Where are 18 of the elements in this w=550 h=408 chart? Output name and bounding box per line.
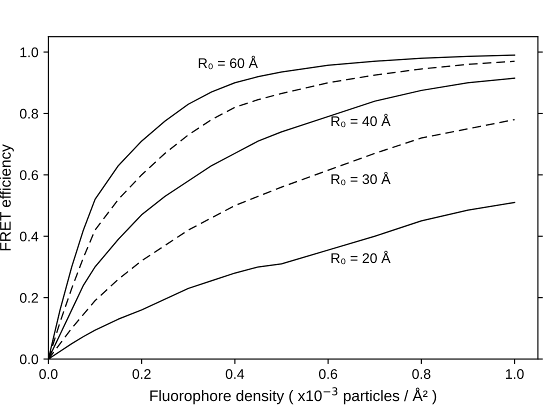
- y-tick-label: 0.6: [20, 170, 38, 180]
- x-tick-label: 1.0: [506, 369, 524, 379]
- x-tick-label: 0.6: [319, 369, 338, 379]
- annotation: R₀ = 20 Å: [331, 250, 391, 264]
- annotation: R₀ = 60 Å: [198, 56, 258, 70]
- y-tick-label: 0.2: [20, 292, 38, 303]
- annotation: R₀ = 40 Å: [331, 114, 391, 128]
- y-tick-label: 0.0: [20, 354, 38, 364]
- y-tick-label: 0.4: [20, 232, 38, 242]
- x-tick-label: 0.4: [226, 369, 244, 379]
- y-tick-label: 0.8: [20, 108, 38, 119]
- x-tick-label: 0.0: [39, 369, 58, 379]
- y-axis-title: FRET efficiency: [0, 144, 14, 250]
- x-tick-label: 0.2: [132, 369, 151, 379]
- y-tick-label: 1.0: [20, 47, 38, 58]
- x-axis-title: Fluorophore density ( x10$^{−3}$ particles / Å² ): [150, 387, 436, 404]
- x-tick-label: 0.8: [412, 369, 430, 379]
- annotation: R₀ = 30 Å: [331, 172, 391, 186]
